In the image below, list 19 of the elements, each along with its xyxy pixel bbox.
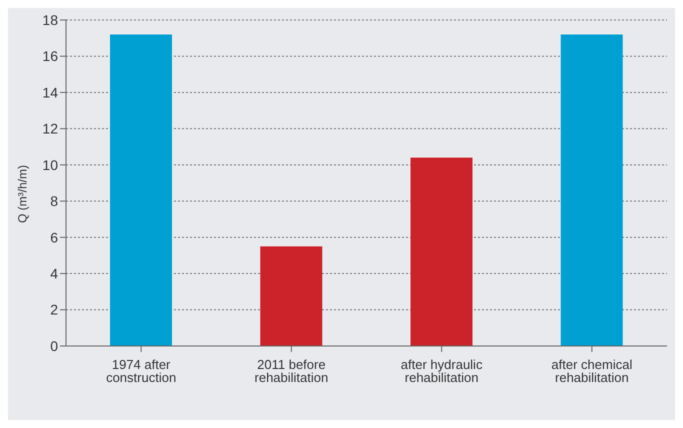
bar (110, 34, 172, 346)
y-tick-label: 6 (50, 229, 58, 246)
y-tick-label: 18 (42, 12, 58, 28)
y-tick-label: 14 (42, 84, 58, 100)
y-tick-label: 8 (50, 193, 58, 210)
bar (410, 158, 472, 346)
bar (260, 246, 322, 346)
y-axis-title: Q (m³/h/m) (15, 165, 30, 223)
x-tick-label: 1974 after construction (106, 357, 176, 386)
y-tick-label: 2 (50, 302, 58, 318)
y-tick-label: 10 (42, 156, 58, 173)
x-tick-label: after chemical rehabilitation (551, 357, 632, 386)
y-tick-label: 12 (42, 120, 58, 137)
bar (560, 34, 623, 346)
y-tick-label: 4 (50, 266, 58, 282)
x-tick-label: after hydraulic rehabilitation (400, 357, 483, 386)
y-tick-label: 16 (42, 48, 58, 64)
x-tick-label: 2011 before rehabilitation (254, 357, 328, 386)
y-tick-label: 0 (50, 338, 58, 354)
